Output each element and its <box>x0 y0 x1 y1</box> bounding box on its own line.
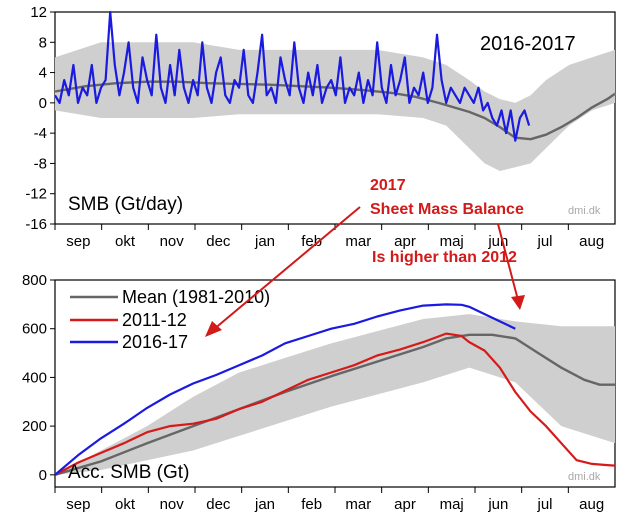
top-month-label: jul <box>536 233 552 250</box>
top-month-label: feb <box>301 233 322 250</box>
top-month-label: dec <box>206 233 231 250</box>
annotation-arrow-to-curve-head <box>511 295 525 310</box>
top-ytick-label: -12 <box>25 186 47 203</box>
bottom-month-label: nov <box>160 496 185 513</box>
top-band-area <box>55 42 615 172</box>
top-ytick-label: 8 <box>39 34 47 51</box>
bottom-month-label: feb <box>301 496 322 513</box>
top-month-label: aug <box>579 233 604 250</box>
top-ytick-label: -4 <box>34 125 47 142</box>
bottom-ytick-label: 200 <box>22 418 47 435</box>
bottom-ytick-label: 0 <box>39 467 47 484</box>
top-series-group <box>54 10 616 142</box>
top-line-series-1 <box>54 10 531 142</box>
red-annotation: 2017 Sheet Mass Balance Is higher than 2… <box>205 177 525 337</box>
top-month-label: okt <box>115 233 136 250</box>
bottom-line-2011-12 <box>54 332 616 476</box>
top-month-label: sep <box>66 233 90 250</box>
annotation-arrow-to-legend-head <box>205 321 222 337</box>
legend: Mean (1981-2010) 2011-12 2016-17 <box>70 287 270 352</box>
legend-label-2011-12: 2011-12 <box>122 310 187 330</box>
top-y-axis: 12 8 4 0 -4 -8 -12 -16 <box>25 4 55 233</box>
season-title: 2016-2017 <box>480 33 576 55</box>
legend-label-2016-17: 2016-17 <box>122 332 188 352</box>
bottom-y-label: Acc. SMB (Gt) <box>68 462 189 483</box>
bottom-spread-band <box>55 314 615 475</box>
bottom-line-2016-17 <box>54 303 516 476</box>
bottom-credit: dmi.dk <box>568 471 601 483</box>
annotation-line-3: Is higher than 2012 <box>372 249 517 266</box>
bottom-ytick-label: 600 <box>22 321 47 338</box>
top-y-label: SMB (Gt/day) <box>68 194 183 215</box>
bottom-y-axis: 800 600 400 200 0 <box>22 272 55 484</box>
accumulated-smb-panel: 800 600 400 200 0 sep okt nov dec jan feb mar apr ma… <box>22 272 616 513</box>
legend-label-mean: Mean (1981-2010) <box>122 287 270 307</box>
daily-smb-panel: 12 8 4 0 -4 -8 -12 -16 sep okt nov dec jan feb mar apr… <box>25 4 616 250</box>
bottom-ytick-label: 800 <box>22 272 47 289</box>
bottom-month-label: apr <box>394 496 416 513</box>
top-month-label: nov <box>160 233 185 250</box>
top-month-label: apr <box>394 233 416 250</box>
annotation-line-2: Sheet Mass Balance <box>370 201 524 218</box>
annotation-line-1: 2017 <box>370 177 406 194</box>
bottom-month-label: okt <box>115 496 136 513</box>
top-ytick-label: 12 <box>30 4 47 21</box>
bottom-month-label: aug <box>579 496 604 513</box>
bottom-month-label: jan <box>254 496 275 513</box>
top-ytick-label: 4 <box>39 65 47 82</box>
top-ytick-label: -16 <box>25 216 47 233</box>
annotation-arrow-to-curve-shaft <box>497 223 519 301</box>
annotation-arrow-to-legend-shaft <box>212 206 361 331</box>
bottom-month-label: jul <box>536 496 552 513</box>
bottom-month-label: maj <box>440 496 464 513</box>
top-ytick-label: 0 <box>39 95 47 112</box>
bottom-month-label: mar <box>345 496 371 513</box>
bottom-ytick-label: 400 <box>22 369 47 386</box>
top-month-label: jan <box>254 233 275 250</box>
top-credit: dmi.dk <box>568 205 601 217</box>
top-x-axis: sep okt nov dec jan feb mar apr maj jun jul aug <box>54 224 604 250</box>
bottom-line-mean-1981-2010 <box>54 333 615 476</box>
top-spread-band <box>55 42 615 172</box>
top-month-label: mar <box>345 233 371 250</box>
top-ytick-label: -8 <box>34 155 47 172</box>
bottom-month-label: jun <box>487 496 508 513</box>
top-month-label: maj <box>440 233 464 250</box>
bottom-band-area <box>55 314 615 475</box>
bottom-series-group <box>54 303 616 476</box>
bottom-month-label: sep <box>66 496 90 513</box>
bottom-x-axis: sep okt nov dec jan feb mar apr maj jun jul aug <box>54 487 604 513</box>
bottom-month-label: dec <box>206 496 231 513</box>
